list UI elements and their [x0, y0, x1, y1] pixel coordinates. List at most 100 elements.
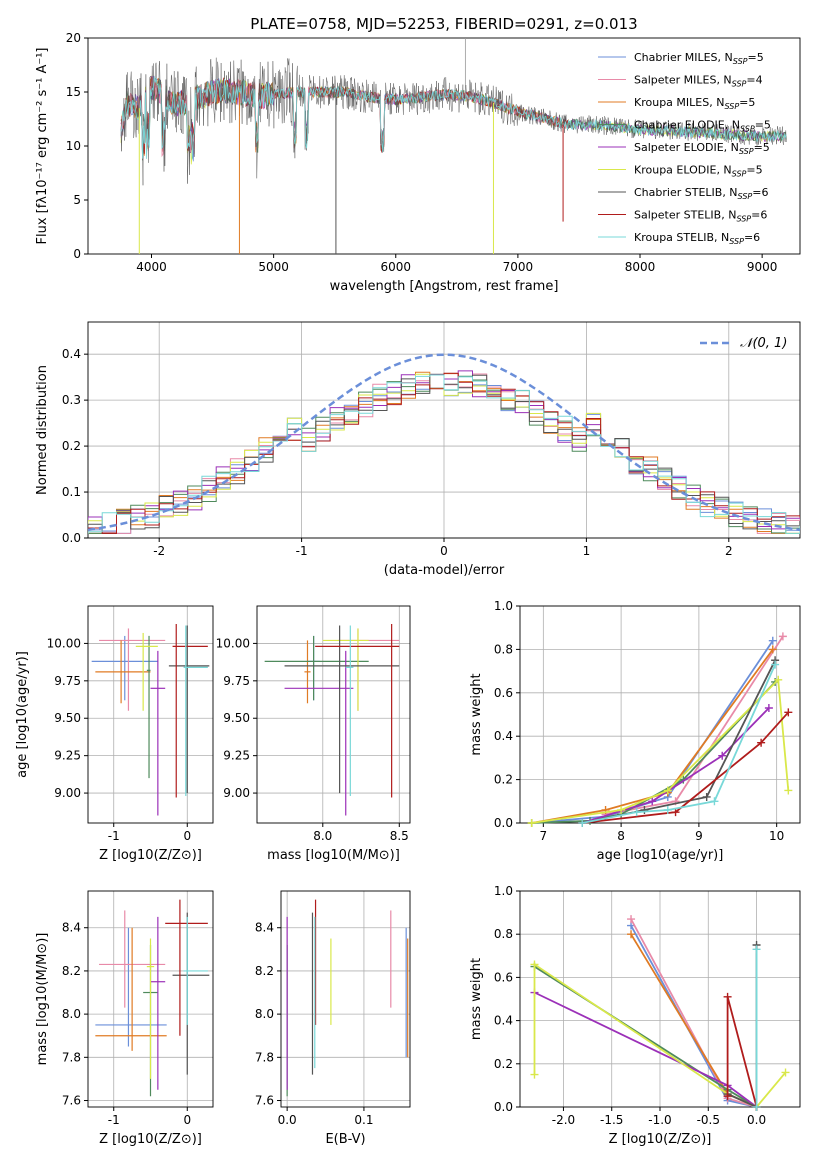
y-tick-label: 0.8 [494, 927, 513, 941]
legend-entry: Chabrier MILES, NSSP=5 [634, 51, 764, 66]
y-tick-label: 0.6 [494, 970, 513, 984]
mass-weight-marker [768, 645, 777, 654]
plot-frame [87, 605, 214, 824]
mass-weight-marker [530, 1070, 539, 1079]
x-tick-label: 0 [183, 829, 191, 843]
y-tick-label: 7.6 [255, 1094, 274, 1108]
legend-nssp: 6 [753, 231, 760, 244]
y-tick-label: 0.6 [494, 686, 513, 700]
plot-frame [87, 890, 214, 1108]
legend-name: Chabrier MILES [634, 51, 718, 64]
errorbar-point [99, 628, 166, 711]
legend-sub: SSP [732, 80, 747, 89]
mass-weight-marker [671, 808, 680, 817]
y-tick-label: 20 [66, 31, 81, 45]
legend-eq: = [752, 186, 761, 199]
mass-weight-line [727, 945, 758, 1109]
mass_weight_vs_Z-panel: -2.0 -1.5 -1.0 -0.5 0.0 0.0 0.2 0.4 0.6 0.8 1.0 Z [… [469, 884, 801, 1147]
mass-weight-marker [663, 805, 672, 814]
errorbar-point [315, 623, 400, 798]
legend-name: Kroupa STELIB [634, 231, 714, 244]
legend-nssp: 5 [763, 141, 770, 154]
mass-weight-marker [718, 751, 727, 760]
x-axis-label: mass [log10(M/M⊙)] [267, 848, 400, 863]
x-axis-label: E(B-V) [325, 1132, 365, 1147]
y-axis-label: mass weight [469, 958, 484, 1040]
errorbar-point [95, 640, 151, 704]
mass-weight-marker [778, 632, 787, 641]
errorbar-point [165, 899, 208, 1036]
y-tick-label: 0 [73, 247, 81, 261]
y-tick-label: 0.2 [494, 1057, 513, 1071]
y-axis-label: age [log10(age/yr)] [15, 651, 30, 778]
x-tick-label: 8 [617, 829, 625, 843]
x-tick-label: -2 [153, 544, 165, 558]
y-tick-label: 8.0 [255, 1007, 274, 1021]
x-tick-label: 0.0 [747, 1113, 766, 1127]
y-tick-label: 0.0 [494, 816, 513, 830]
y-tick-label: 0.2 [62, 439, 81, 453]
legend-nssp: 5 [748, 96, 755, 109]
legend-entry: Kroupa MILES, NSSP=5 [634, 96, 755, 111]
mass_vs_Z-panel: -1 0 7.6 7.8 8.0 8.2 8.4 Z [log10(Z/Z⊙)] mass [l… [35, 890, 214, 1147]
y-axis-label: mass weight [469, 673, 484, 755]
legend-sep: , N [724, 141, 739, 154]
legend-name: Kroupa MILES [634, 96, 709, 109]
legend-sep: , N [709, 96, 724, 109]
legend-entry: Salpeter STELIB, NSSP=6 [634, 209, 767, 224]
mass-weight-marker [632, 808, 641, 817]
y-tick-label: 0.8 [494, 642, 513, 656]
mass-weight-line [726, 996, 758, 1108]
x-tick-label: -1 [108, 1113, 120, 1127]
x-tick-label: 4000 [136, 260, 167, 274]
legend-sep: , N [725, 119, 740, 132]
mass-weight-marker [771, 660, 780, 669]
y-tick-label: 8.4 [62, 921, 81, 935]
legend-name: Salpeter ELODIE [634, 141, 724, 154]
x-tick-label: 0 [183, 1113, 191, 1127]
legend-entry: Chabrier STELIB, NSSP=6 [634, 186, 768, 201]
y-tick-label: 7.8 [255, 1050, 274, 1064]
age_vs_Z-panel: -1 0 9.00 9.25 9.50 9.75 10.00 Z [log10(Z/Z⊙)] a… [15, 605, 214, 863]
legend-sep: , N [716, 74, 731, 87]
legend-entry: 𝒩(0, 1) [740, 336, 787, 351]
mass-weight-line [630, 918, 757, 1108]
y-tick-label: 9.25 [223, 749, 250, 763]
x-tick-label: 7 [540, 829, 548, 843]
x-tick-label: 6000 [380, 260, 411, 274]
mass-weight-marker [627, 930, 636, 939]
errorbar-point [91, 635, 158, 701]
mass-weight-marker [784, 708, 793, 717]
legend-sub: SSP [736, 215, 751, 224]
legend-sep: , N [722, 186, 737, 199]
legend-entry: Kroupa STELIB, NSSP=6 [634, 231, 760, 246]
x-tick-label: -0.5 [697, 1113, 720, 1127]
mass-weight-marker [757, 738, 766, 747]
errorbar-point [150, 650, 166, 816]
mass-weight-line [582, 711, 789, 824]
y-tick-label: 8.2 [255, 964, 274, 978]
age_vs_mass-panel: 8.0 8.5 9.00 9.25 9.50 9.75 10.00 mass [log10(M… [216, 605, 411, 863]
y-tick-label: 1.0 [494, 884, 513, 898]
legend-sub: SSP [740, 125, 755, 134]
legend-entry: Salpeter ELODIE, NSSP=5 [634, 141, 770, 156]
legend-sep: , N [714, 231, 729, 244]
legend-sub: SSP [724, 102, 739, 111]
legend-entry: Kroupa ELODIE, NSSP=5 [634, 164, 763, 179]
mass-weight-marker [774, 675, 783, 684]
legend-sep: , N [716, 164, 731, 177]
x-axis-label: Z [log10(Z/Z⊙)] [99, 848, 202, 863]
residuals-panel: -2 -1 0 1 2 0.0 0.1 0.2 0.3 0.4 (data-model)/error… [35, 321, 801, 578]
plot-frame [280, 890, 411, 1108]
y-tick-label: 8.4 [255, 921, 274, 935]
y-tick-label: 0.4 [62, 347, 81, 361]
y-tick-label: 0.2 [494, 773, 513, 787]
mass-weight-line [605, 635, 784, 816]
legend-eq: = [754, 141, 763, 154]
y-tick-label: 0.3 [62, 393, 81, 407]
x-axis-label: wavelength [Angstrom, rest frame] [330, 279, 559, 294]
legend-sub: SSP [732, 170, 747, 179]
x-axis-label: age [log10(age/yr)] [597, 848, 724, 863]
mass-weight-marker [702, 792, 711, 801]
y-tick-label: 9.50 [223, 711, 250, 725]
